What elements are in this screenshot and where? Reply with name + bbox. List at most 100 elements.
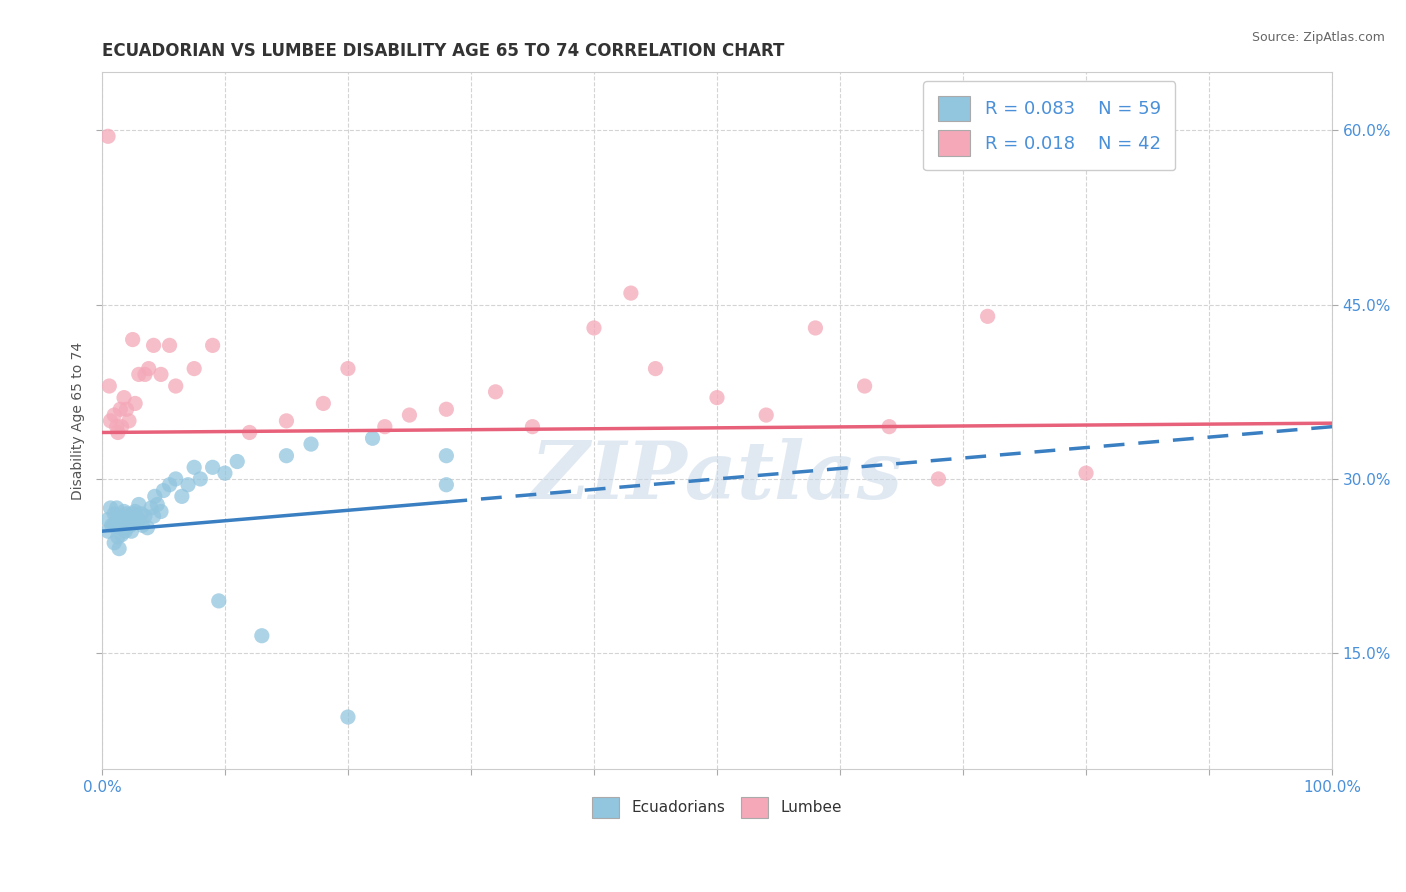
Point bbox=[103, 408, 125, 422]
Point bbox=[142, 509, 165, 524]
Point bbox=[134, 509, 156, 524]
Text: Source: ZipAtlas.com: Source: ZipAtlas.com bbox=[1251, 31, 1385, 45]
Point bbox=[434, 449, 457, 463]
Point bbox=[107, 518, 129, 533]
Point bbox=[177, 477, 200, 491]
Point bbox=[125, 515, 148, 529]
Point bbox=[118, 414, 141, 428]
Point bbox=[134, 368, 156, 382]
Point bbox=[98, 379, 121, 393]
Point bbox=[582, 321, 605, 335]
Point bbox=[115, 521, 138, 535]
Point bbox=[103, 507, 125, 521]
Point bbox=[97, 524, 120, 539]
Point bbox=[201, 460, 224, 475]
Point bbox=[105, 500, 128, 515]
Point bbox=[336, 361, 359, 376]
Point bbox=[143, 489, 166, 503]
Point bbox=[97, 129, 120, 144]
Point bbox=[927, 472, 949, 486]
Point bbox=[214, 466, 236, 480]
Point bbox=[112, 504, 135, 518]
Point bbox=[336, 710, 359, 724]
Point bbox=[201, 338, 224, 352]
Point bbox=[136, 521, 159, 535]
Point bbox=[107, 425, 129, 440]
Point bbox=[110, 402, 132, 417]
Point bbox=[159, 477, 181, 491]
Text: ECUADORIAN VS LUMBEE DISABILITY AGE 65 TO 74 CORRELATION CHART: ECUADORIAN VS LUMBEE DISABILITY AGE 65 T… bbox=[101, 42, 785, 60]
Point bbox=[183, 460, 205, 475]
Point bbox=[110, 509, 132, 524]
Point bbox=[226, 454, 249, 468]
Point bbox=[115, 507, 138, 521]
Point bbox=[159, 338, 181, 352]
Point bbox=[312, 396, 335, 410]
Point bbox=[100, 518, 122, 533]
Legend: Ecuadorians, Lumbee: Ecuadorians, Lumbee bbox=[586, 790, 848, 824]
Point bbox=[620, 286, 643, 301]
Point bbox=[121, 507, 143, 521]
Point bbox=[117, 515, 139, 529]
Point bbox=[131, 518, 153, 533]
Point bbox=[804, 321, 827, 335]
Point bbox=[188, 472, 211, 486]
Point bbox=[124, 504, 146, 518]
Point bbox=[100, 414, 122, 428]
Point bbox=[128, 512, 150, 526]
Point bbox=[183, 361, 205, 376]
Point bbox=[165, 472, 187, 486]
Point bbox=[170, 489, 193, 503]
Point bbox=[107, 530, 129, 544]
Point bbox=[105, 512, 128, 526]
Point bbox=[114, 524, 136, 539]
Point bbox=[128, 498, 150, 512]
Point bbox=[112, 516, 135, 530]
Point bbox=[112, 391, 135, 405]
Point bbox=[122, 512, 145, 526]
Point bbox=[121, 333, 143, 347]
Point bbox=[361, 431, 384, 445]
Point bbox=[103, 518, 125, 533]
Point bbox=[97, 512, 120, 526]
Point bbox=[522, 419, 544, 434]
Point bbox=[111, 510, 134, 524]
Point bbox=[434, 402, 457, 417]
Point bbox=[115, 402, 138, 417]
Point bbox=[877, 419, 900, 434]
Point bbox=[118, 509, 141, 524]
Point bbox=[110, 527, 132, 541]
Point bbox=[120, 518, 142, 533]
Point bbox=[138, 361, 160, 376]
Point bbox=[129, 507, 152, 521]
Point bbox=[484, 384, 506, 399]
Point bbox=[374, 419, 396, 434]
Point bbox=[142, 338, 165, 352]
Point bbox=[238, 425, 260, 440]
Point bbox=[100, 500, 122, 515]
Point bbox=[853, 379, 876, 393]
Point bbox=[146, 498, 169, 512]
Point bbox=[976, 310, 998, 324]
Point bbox=[208, 594, 231, 608]
Point bbox=[110, 419, 132, 434]
Point bbox=[105, 419, 128, 434]
Point bbox=[108, 541, 131, 556]
Point bbox=[706, 391, 728, 405]
Point bbox=[110, 516, 132, 530]
Point bbox=[434, 477, 457, 491]
Point bbox=[149, 504, 172, 518]
Point bbox=[103, 536, 125, 550]
Point bbox=[398, 408, 420, 422]
Point bbox=[128, 368, 150, 382]
Point bbox=[149, 368, 172, 382]
Point bbox=[1074, 466, 1097, 480]
Y-axis label: Disability Age 65 to 74: Disability Age 65 to 74 bbox=[72, 342, 86, 500]
Point bbox=[755, 408, 778, 422]
Point bbox=[120, 524, 142, 539]
Point bbox=[644, 361, 666, 376]
Text: ZIPatlas: ZIPatlas bbox=[531, 438, 903, 516]
Point bbox=[165, 379, 187, 393]
Point bbox=[276, 449, 298, 463]
Point bbox=[299, 437, 322, 451]
